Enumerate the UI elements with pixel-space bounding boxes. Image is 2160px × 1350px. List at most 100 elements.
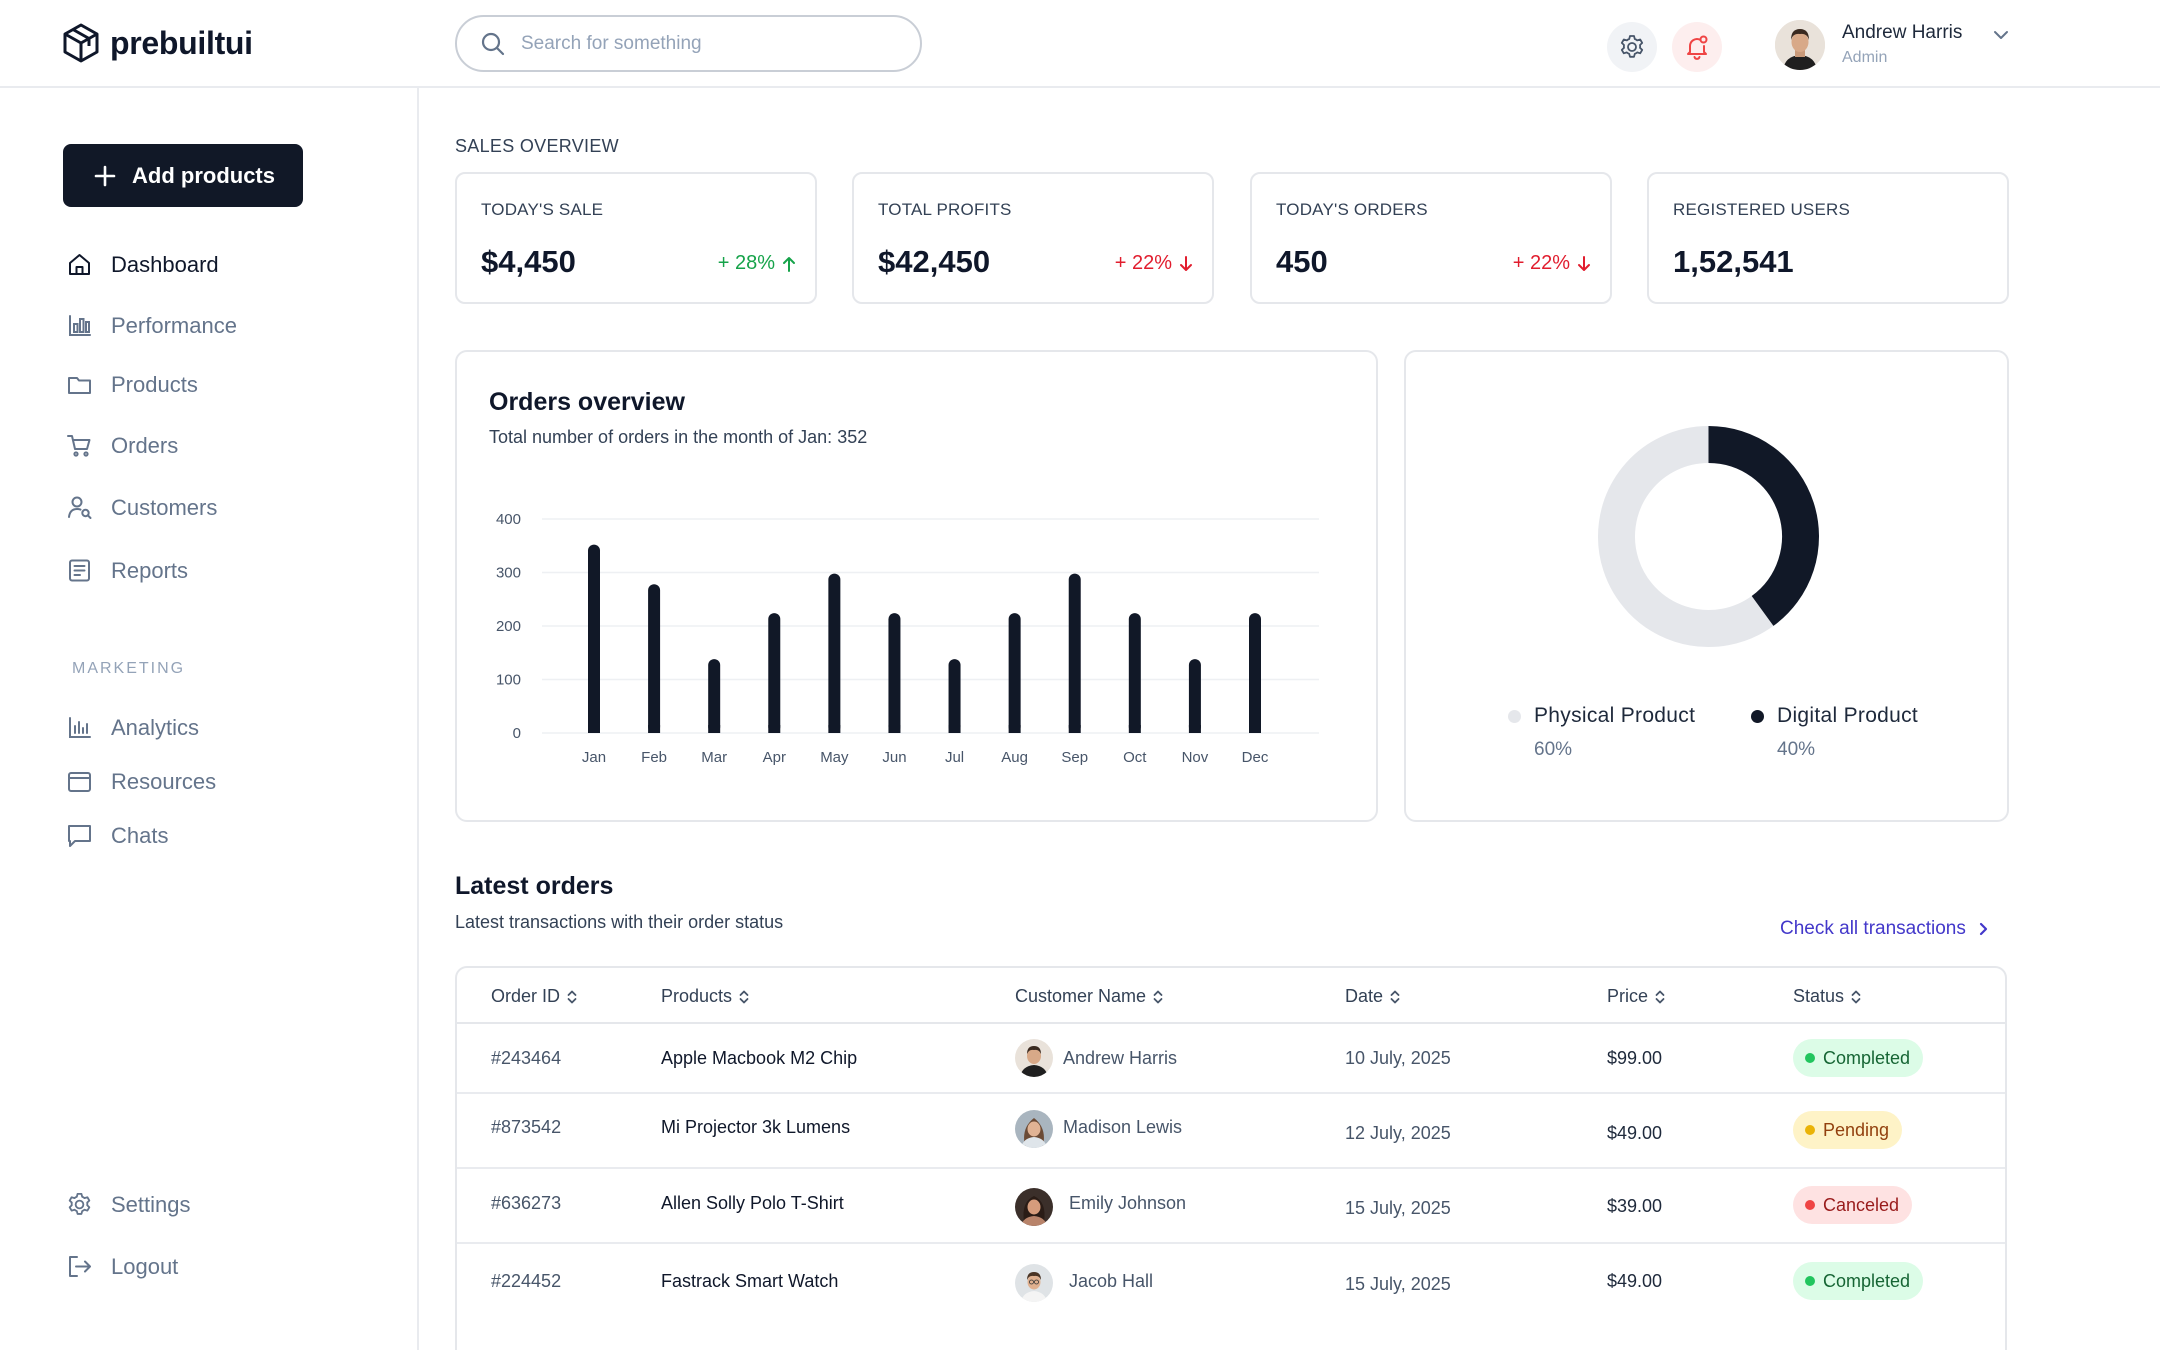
order-date: 12 July, 2025 — [1345, 1123, 1451, 1143]
stat-delta-text: + 22% — [1114, 252, 1172, 274]
status-label: Canceled — [1823, 1194, 1900, 1215]
legend-label: Physical Product — [1534, 704, 1696, 727]
bar[interactable] — [1128, 613, 1141, 733]
product-split-panel: Physical Product 60% Digital Product 40% — [1404, 350, 2009, 822]
search-icon — [481, 32, 505, 55]
bar-base — [768, 725, 781, 733]
avatar — [1015, 1264, 1053, 1302]
bar[interactable] — [768, 613, 781, 733]
avatar — [1015, 1188, 1053, 1226]
status-badge: Completed — [1793, 1039, 1924, 1077]
product-name: Mi Projector 3k Lumens — [661, 1117, 851, 1137]
sidebar-item-reports[interactable]: Reports — [66, 557, 188, 584]
status-label: Pending — [1823, 1119, 1890, 1140]
cube-logo-icon — [63, 23, 99, 63]
y-tick-label: 200 — [496, 618, 521, 635]
column-header-date[interactable]: Date — [1345, 986, 1401, 1007]
arrow-up-icon — [783, 256, 795, 272]
sidebar-item-settings[interactable]: Settings — [66, 1191, 191, 1218]
brand-name: prebuiltui — [110, 24, 253, 61]
sort-icon — [1655, 990, 1665, 1003]
bar-base — [1188, 725, 1201, 733]
bar[interactable] — [828, 573, 841, 733]
sidebar-item-orders[interactable]: Orders — [66, 432, 178, 459]
bar[interactable] — [888, 613, 901, 733]
folder-icon — [68, 377, 91, 394]
table-row[interactable]: #636273 Allen Solly Polo T-Shirt Emily J… — [457, 1169, 2005, 1244]
bar[interactable] — [1188, 659, 1201, 733]
sort-icon — [1153, 990, 1163, 1003]
status-badge: Completed — [1793, 1262, 1924, 1300]
add-products-button[interactable]: Add products — [63, 144, 303, 207]
donut-slice-physical[interactable] — [1598, 426, 1774, 647]
order-id: #243464 — [491, 1048, 562, 1068]
column-header-products[interactable]: Products — [661, 986, 750, 1007]
latest-orders-title: Latest orders — [455, 872, 614, 900]
orders-overview-panel: Orders overview Total number of orders i… — [455, 350, 1378, 822]
bar[interactable] — [708, 659, 721, 733]
sidebar-item-label: Analytics — [111, 714, 200, 740]
latest-orders-subtitle: Latest transactions with their order sta… — [455, 912, 784, 932]
logout-icon — [69, 1256, 91, 1277]
x-tick-label: Jun — [882, 749, 906, 766]
sidebar-item-logout[interactable]: Logout — [66, 1253, 178, 1280]
document-icon — [69, 559, 90, 582]
bar[interactable] — [588, 544, 600, 733]
status-dot — [1805, 1276, 1815, 1286]
sidebar-item-customers[interactable]: Customers — [66, 494, 217, 521]
sidebar-item-chats[interactable]: Chats — [66, 822, 168, 849]
column-label: Date — [1345, 986, 1384, 1006]
y-tick-label: 400 — [496, 511, 521, 528]
table-row[interactable]: #224452 Fastrack Smart Watch Jacob Hall … — [457, 1244, 2005, 1320]
gear-icon — [68, 1192, 91, 1215]
sidebar-item-analytics[interactable]: Analytics — [66, 714, 199, 741]
legend-dot — [1751, 709, 1764, 723]
column-header-status[interactable]: Status — [1793, 986, 1862, 1007]
chevron-down-icon[interactable] — [1990, 24, 2012, 46]
donut-slice-digital[interactable] — [1707, 426, 1819, 626]
settings-button[interactable] — [1607, 22, 1657, 72]
search-box[interactable] — [455, 15, 922, 72]
table-row[interactable]: #873542 Mi Projector 3k Lumens Madison L… — [457, 1094, 2005, 1169]
avatar — [1015, 1039, 1053, 1077]
sidebar-item-performance[interactable]: Performance — [66, 312, 237, 339]
avatar — [1015, 1110, 1053, 1148]
column-header-customer-name[interactable]: Customer Name — [1015, 986, 1164, 1007]
bar[interactable] — [948, 659, 961, 733]
column-label: Customer Name — [1015, 986, 1147, 1006]
stat-value: 450 — [1276, 244, 1328, 279]
x-tick-label: Feb — [641, 749, 667, 766]
cart-icon — [67, 435, 91, 457]
order-price: $39.00 — [1607, 1196, 1663, 1216]
bar[interactable] — [648, 584, 661, 733]
stat-value: $4,450 — [481, 244, 576, 279]
sidebar-item-label: Settings — [111, 1191, 191, 1217]
bar[interactable] — [1008, 613, 1021, 733]
sidebar-item-dashboard[interactable]: Dashboard — [66, 251, 219, 278]
check-all-transactions-link[interactable]: Check all transactions — [1780, 918, 1990, 940]
user-menu[interactable]: Andrew Harris Admin — [1775, 20, 2008, 70]
x-tick-label: May — [820, 749, 849, 766]
home-icon — [69, 254, 90, 275]
sort-icon — [739, 990, 749, 1003]
top-header: prebuiltui — [0, 0, 2160, 88]
sidebar-item-products[interactable]: Products — [66, 371, 198, 398]
table-row[interactable]: #243464 Apple Macbook M2 Chip Andrew Har… — [457, 1024, 2005, 1094]
bar-base — [948, 725, 961, 733]
column-header-order-id[interactable]: Order ID — [491, 986, 578, 1007]
stat-delta-text: + 22% — [1512, 252, 1570, 274]
column-header-price[interactable]: Price — [1607, 986, 1666, 1007]
legend-value: 40% — [1777, 739, 1816, 760]
notifications-button[interactable] — [1672, 22, 1722, 72]
marketing-section-label: MARKETING — [72, 660, 186, 677]
bar[interactable] — [1068, 573, 1081, 733]
sidebar-item-label: Customers — [111, 494, 218, 520]
x-tick-label: Apr — [763, 749, 786, 766]
product-name: Fastrack Smart Watch — [661, 1271, 839, 1291]
search-input[interactable] — [521, 32, 901, 55]
order-id: #873542 — [491, 1117, 562, 1137]
brand-logo[interactable]: prebuiltui — [62, 22, 253, 64]
x-tick-label: Mar — [701, 749, 727, 766]
sidebar-item-resources[interactable]: Resources — [66, 768, 216, 795]
bar[interactable] — [1249, 613, 1261, 733]
